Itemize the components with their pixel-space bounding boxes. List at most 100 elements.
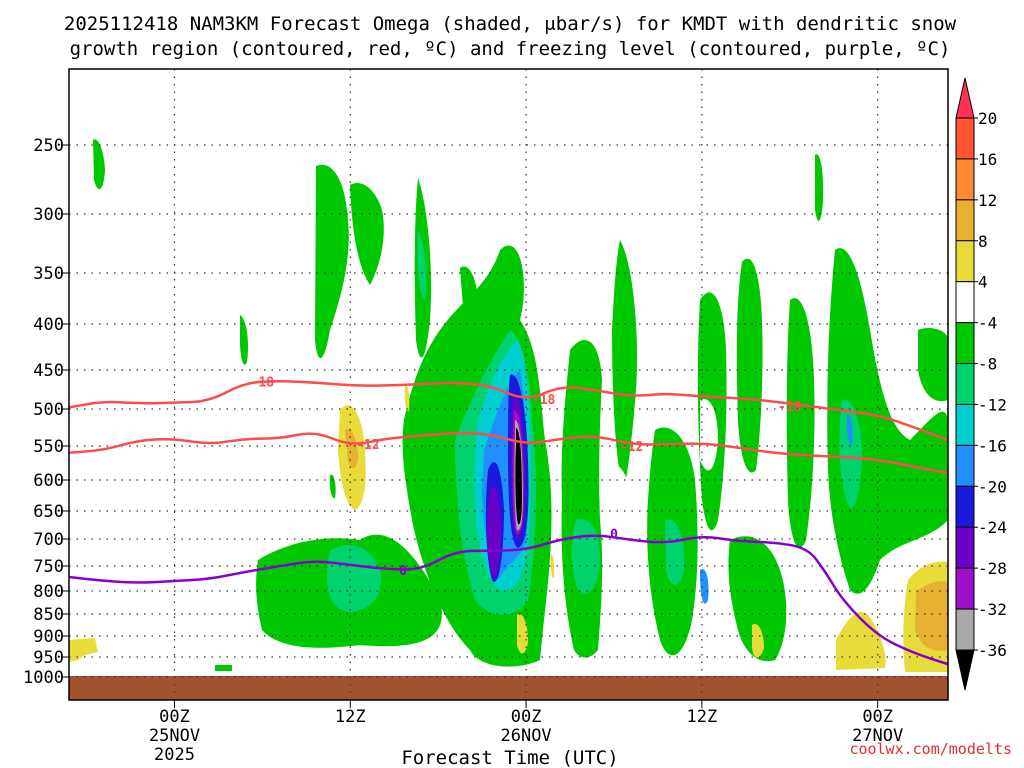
colorbar-box <box>955 444 975 487</box>
contour-label: -12 <box>356 438 379 453</box>
contour-label: -12 <box>620 440 643 455</box>
omega-region <box>700 399 718 471</box>
omega-region <box>700 569 709 604</box>
colorbar-box <box>955 158 975 201</box>
omega-region <box>550 554 555 579</box>
omega-region <box>69 638 98 662</box>
x-tick-label: 00Z <box>159 707 190 727</box>
omega-region <box>240 315 249 365</box>
contour-line <box>69 534 948 666</box>
x-tick-label: 12Z <box>335 707 366 727</box>
isotherm-contours <box>69 380 948 666</box>
y-tick-label: 1000 <box>23 668 64 688</box>
omega-region <box>350 182 384 285</box>
omega-region <box>345 428 358 469</box>
x-tick-label: 00Z <box>862 707 893 727</box>
colorbar-label: -28 <box>978 559 1007 578</box>
omega-region <box>839 399 862 508</box>
colorbar: 20 16 12 8 4 -4 -8 -12 -16 -20 -24 -28 -32 -36 <box>955 77 1007 691</box>
y-tick-label: 700 <box>33 530 64 550</box>
colorbar-label: 12 <box>978 191 997 210</box>
y-tick-label: 850 <box>33 605 64 625</box>
colorbar-label: 20 <box>978 109 997 128</box>
omega-region <box>752 623 764 658</box>
colorbar-box <box>955 117 975 160</box>
y-tick-label: 400 <box>33 315 64 335</box>
y-tick-label: 650 <box>33 502 64 522</box>
colorbar-label: -24 <box>978 518 1007 537</box>
omega-region <box>846 414 853 446</box>
omega-region <box>827 248 948 594</box>
contour-label: -18 <box>778 400 802 415</box>
contour-line <box>69 431 948 475</box>
omega-shading <box>69 139 948 672</box>
colorbar-label: -16 <box>978 436 1007 455</box>
colorbar-bottom-triangle <box>955 649 975 691</box>
omega-region <box>604 464 634 541</box>
omega-region <box>326 545 382 612</box>
y-tick-label: 500 <box>33 400 64 420</box>
colorbar-box <box>955 322 975 365</box>
colorbar-box <box>955 281 975 324</box>
grid <box>69 69 948 700</box>
omega-region <box>315 164 349 359</box>
omega-region <box>736 258 763 473</box>
contour-labels: -18 -18 -18 -12 -12 0 0 <box>251 376 802 579</box>
omega-region <box>404 384 410 412</box>
omega-region <box>515 428 522 525</box>
x-tick-label: 12Z <box>687 707 718 727</box>
omega-region <box>93 139 105 190</box>
omega-region <box>918 328 948 402</box>
chart-title-line-1: 2025112418 NAM3KM Forecast Omega (shaded… <box>64 13 957 35</box>
colorbar-top-triangle <box>955 77 975 119</box>
omega-region <box>836 611 886 670</box>
y-tick-label: 750 <box>33 557 64 577</box>
y-tick-label: 950 <box>33 648 64 668</box>
credit-text[interactable]: coolwx.com/modelts <box>849 740 1012 758</box>
y-tick-label: 900 <box>33 627 64 647</box>
colorbar-box <box>955 526 975 569</box>
colorbar-box <box>955 240 975 283</box>
contour-label: -18 <box>251 376 275 391</box>
omega-region <box>815 154 824 221</box>
contour-label: 0 <box>399 564 407 579</box>
omega-region <box>417 230 427 300</box>
omega-region <box>786 298 815 548</box>
omega-region <box>517 614 528 654</box>
colorbar-box <box>955 363 975 405</box>
y-tick-label: 350 <box>33 264 64 284</box>
contour-label: 0 <box>610 527 618 542</box>
colorbar-label: -4 <box>978 314 997 333</box>
contour-label: -18 <box>532 393 556 408</box>
colorbar-label: -32 <box>978 600 1007 619</box>
y-tick-label: 600 <box>33 471 64 491</box>
y-axis: 2503003504004505005506006507007508008509… <box>23 136 69 688</box>
x-tick-label: 2025 <box>154 745 195 765</box>
omega-region <box>915 581 948 651</box>
omega-region <box>329 474 336 499</box>
colorbar-box <box>955 567 975 610</box>
colorbar-label: -36 <box>978 641 1007 660</box>
contour-line <box>69 380 948 442</box>
x-tick-label: 26NOV <box>500 726 551 746</box>
y-tick-label: 300 <box>33 205 64 225</box>
colorbar-label: -20 <box>978 477 1007 496</box>
chart-title-line-2: growth region (contoured, red, ºC) and f… <box>70 38 951 60</box>
x-tick-label: 00Z <box>511 707 542 727</box>
y-tick-label: 550 <box>33 437 64 457</box>
omega-region <box>728 536 787 662</box>
colorbar-box <box>955 608 975 651</box>
colorbar-box <box>955 199 975 242</box>
omega-region <box>612 240 638 490</box>
x-axis-label: Forecast Time (UTC) <box>401 747 618 768</box>
colorbar-label: 16 <box>978 150 997 169</box>
omega-region <box>487 486 501 578</box>
colorbar-label: 8 <box>978 232 988 251</box>
colorbar-label: -12 <box>978 395 1007 414</box>
y-tick-label: 250 <box>33 136 64 156</box>
omega-region <box>215 665 232 671</box>
colorbar-label: -8 <box>978 355 997 374</box>
x-tick-label: 25NOV <box>149 726 200 746</box>
